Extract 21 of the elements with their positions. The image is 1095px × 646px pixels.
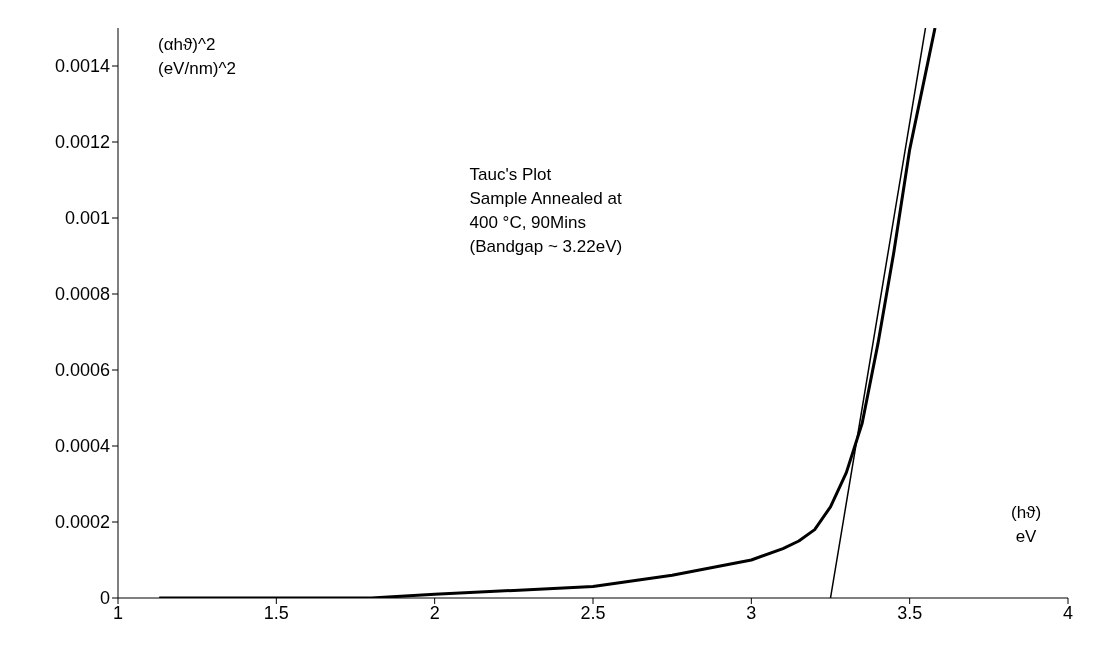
y-tick-label: 0.0008 (54, 284, 110, 305)
x-tick-label: 3.5 (897, 602, 923, 623)
annotation: 400 °C, 90Mins (469, 212, 587, 234)
x-tick-label: 1 (112, 602, 124, 623)
x-axis-title: (hϑ) eV (1011, 502, 1042, 549)
y-tick-label: 0.0012 (54, 132, 110, 153)
x-tick-label: 3 (746, 602, 757, 623)
y-tick-label: 0.0002 (54, 512, 110, 533)
text: Tauc's Plot (469, 164, 553, 186)
annotation: Sample Annealed at (469, 188, 623, 210)
x-tick-label: 1.5 (263, 602, 289, 623)
y-tick-label: 0.001 (64, 208, 110, 229)
x-tick-label: 2 (429, 602, 440, 623)
x-tick-label: 2.5 (580, 602, 606, 623)
y-tick-label: 0.0004 (54, 436, 110, 457)
x-tick-label: 4 (1062, 602, 1074, 623)
y-tick-label: 0.0006 (54, 360, 110, 381)
y-tick-label: 0 (99, 588, 110, 609)
y-axis-title: (αhϑ)^2 (eV/nm)^2 (158, 34, 236, 80)
y-tick-label: 0.0014 (54, 56, 110, 77)
annotation: (Bandgap ~ 3.22eV) (469, 236, 623, 258)
